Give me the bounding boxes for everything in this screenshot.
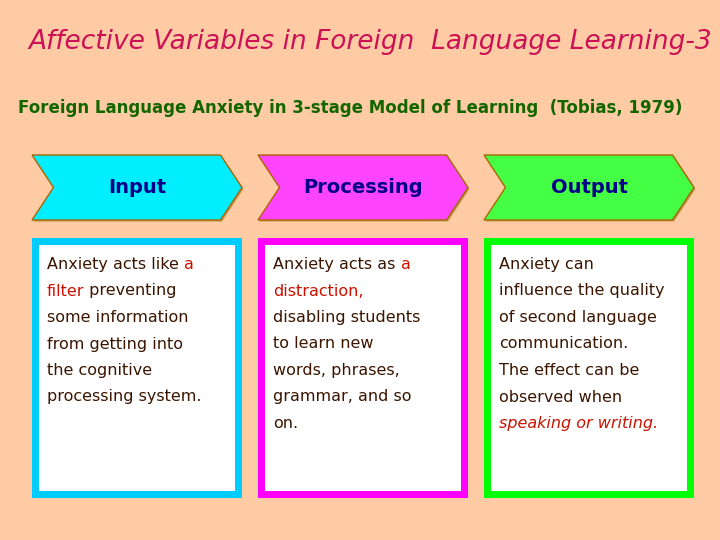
- Text: influence the quality: influence the quality: [499, 284, 665, 299]
- Text: the cognitive: the cognitive: [47, 363, 152, 378]
- Text: grammar, and so: grammar, and so: [273, 389, 412, 404]
- FancyBboxPatch shape: [258, 238, 468, 498]
- Text: disabling students: disabling students: [273, 310, 420, 325]
- Text: communication.: communication.: [499, 336, 629, 352]
- Text: of second language: of second language: [499, 310, 657, 325]
- Text: processing system.: processing system.: [47, 389, 202, 404]
- Text: Affective Variables in Foreign  Language Learning-3: Affective Variables in Foreign Language …: [28, 29, 711, 55]
- Text: Foreign Language Anxiety in 3-stage Model of Learning  (Tobias, 1979): Foreign Language Anxiety in 3-stage Mode…: [18, 99, 683, 117]
- Text: distraction,: distraction,: [273, 284, 364, 299]
- FancyBboxPatch shape: [484, 238, 694, 498]
- Polygon shape: [259, 157, 469, 221]
- FancyBboxPatch shape: [491, 245, 687, 491]
- Text: from getting into: from getting into: [47, 336, 183, 352]
- Text: a: a: [400, 257, 410, 272]
- Text: speaking or writing.: speaking or writing.: [499, 416, 658, 431]
- Text: Anxiety acts as: Anxiety acts as: [273, 257, 400, 272]
- Text: a: a: [184, 257, 194, 272]
- Text: Anxiety acts like: Anxiety acts like: [47, 257, 184, 272]
- Text: observed when: observed when: [499, 389, 622, 404]
- Text: Anxiety can: Anxiety can: [499, 257, 594, 272]
- Polygon shape: [258, 155, 468, 220]
- Text: on.: on.: [273, 416, 298, 431]
- Text: filter: filter: [47, 284, 84, 299]
- FancyBboxPatch shape: [32, 238, 242, 498]
- Text: Input: Input: [108, 178, 166, 197]
- Text: Output: Output: [551, 178, 628, 197]
- FancyBboxPatch shape: [265, 245, 461, 491]
- Text: words, phrases,: words, phrases,: [273, 363, 400, 378]
- Polygon shape: [34, 157, 243, 221]
- Text: some information: some information: [47, 310, 189, 325]
- Text: preventing: preventing: [84, 284, 177, 299]
- Text: Processing: Processing: [303, 178, 423, 197]
- Polygon shape: [32, 155, 242, 220]
- Polygon shape: [485, 157, 696, 221]
- Text: The effect can be: The effect can be: [499, 363, 639, 378]
- FancyBboxPatch shape: [39, 245, 235, 491]
- Polygon shape: [484, 155, 694, 220]
- Text: to learn new: to learn new: [273, 336, 374, 352]
